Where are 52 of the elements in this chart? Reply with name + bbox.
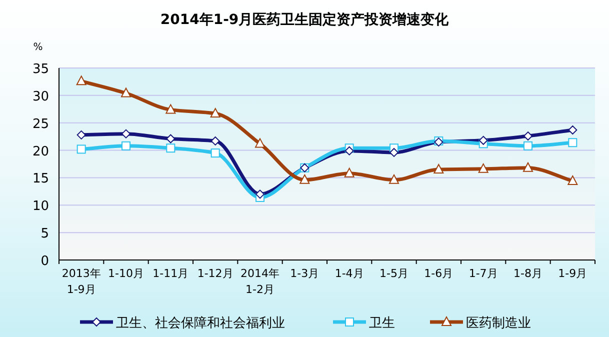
point bbox=[210, 148, 220, 158]
y-tick-label: 25 bbox=[32, 116, 49, 132]
point bbox=[568, 138, 578, 148]
point bbox=[300, 174, 310, 184]
point bbox=[390, 148, 398, 157]
point bbox=[524, 132, 532, 141]
point bbox=[523, 162, 533, 172]
point bbox=[478, 136, 488, 145]
x-tick-label: 2013年 1-9月 bbox=[62, 267, 101, 296]
point bbox=[76, 144, 86, 154]
point bbox=[434, 164, 444, 174]
legend-label: 卫生 bbox=[369, 316, 395, 331]
point bbox=[344, 146, 354, 156]
legend-label: 医药制造业 bbox=[466, 316, 531, 331]
chart-title: 2014年1-9月医药卫生固定资产投资增速变化 bbox=[160, 11, 450, 28]
point bbox=[121, 88, 131, 98]
y-tick-label: 35 bbox=[32, 62, 49, 77]
x-tick-label: 1-6月 bbox=[424, 267, 454, 280]
y-tick-label: 20 bbox=[32, 144, 49, 160]
x-tick-label: 1-8月 bbox=[514, 267, 542, 280]
x-tick-label: 1-5月 bbox=[380, 267, 408, 280]
y-tick-label: 30 bbox=[32, 89, 49, 104]
point bbox=[344, 168, 354, 178]
point bbox=[76, 76, 86, 86]
point bbox=[568, 125, 578, 134]
point bbox=[568, 176, 578, 186]
y-tick-label: 5 bbox=[40, 226, 49, 242]
point bbox=[166, 104, 176, 114]
legend-label: 卫生、社会保障和社会福利业 bbox=[116, 316, 285, 331]
point bbox=[478, 163, 488, 173]
point bbox=[210, 136, 220, 146]
point bbox=[256, 190, 264, 199]
x-tick-label: 1-10月 bbox=[108, 267, 144, 280]
x-tick-label: 1-9月 bbox=[558, 267, 588, 280]
point bbox=[76, 130, 86, 140]
y-tick-label: 0 bbox=[40, 254, 49, 269]
point bbox=[166, 144, 176, 153]
x-tick-label: 2014年 1-2月 bbox=[240, 267, 280, 296]
x-tick-label: 1-4月 bbox=[334, 267, 364, 280]
point bbox=[122, 129, 130, 138]
y-tick-label: 15 bbox=[32, 172, 49, 187]
x-tick-label: 1-7月 bbox=[468, 267, 498, 280]
point bbox=[210, 108, 220, 118]
point bbox=[255, 138, 265, 148]
y-tick-label: 10 bbox=[32, 199, 49, 214]
point bbox=[389, 174, 399, 184]
x-tick-label: 1-3月 bbox=[290, 267, 320, 280]
y-axis-title: % bbox=[33, 42, 43, 53]
point bbox=[524, 141, 532, 150]
point bbox=[122, 141, 130, 150]
x-tick-label: 1-12月 bbox=[197, 267, 234, 280]
x-tick-label: 1-11月 bbox=[152, 267, 189, 280]
